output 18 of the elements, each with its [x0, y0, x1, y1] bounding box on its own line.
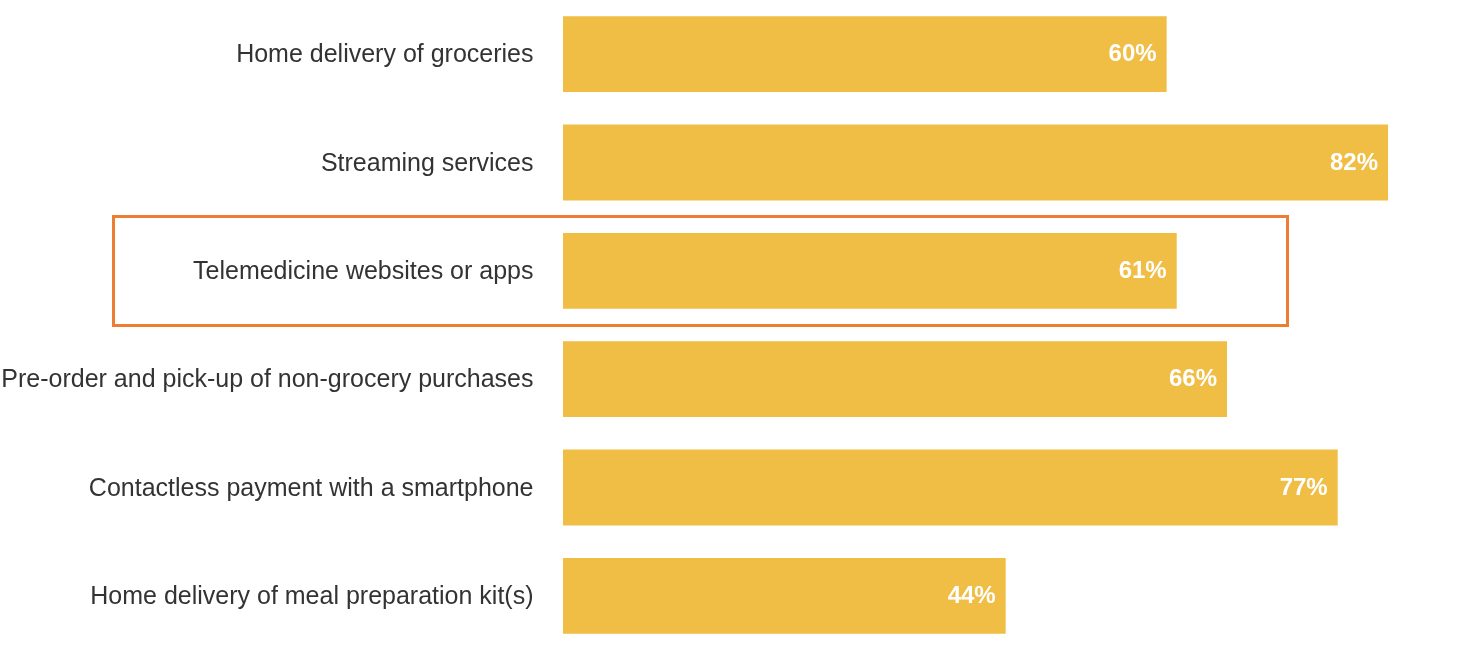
bar [563, 341, 1228, 418]
data-label: 77% [1279, 472, 1328, 500]
data-label: 61% [1118, 255, 1167, 283]
bar [563, 232, 1177, 309]
y-tick-label: Home delivery of meal preparation kit(s) [90, 580, 534, 609]
y-tick-label: Streaming services [320, 147, 534, 176]
bar [563, 124, 1388, 201]
bar [563, 449, 1338, 526]
bar [563, 16, 1167, 93]
data-label: 44% [947, 580, 996, 608]
data-label: 66% [1168, 364, 1218, 392]
y-tick-label: Pre-order and pick-up of non-grocery purchases [1, 364, 534, 393]
bar [563, 557, 1006, 634]
data-label: 82% [1329, 147, 1378, 175]
y-tick-label: Telemedicine websites or apps [193, 255, 534, 284]
data-label: 60% [1108, 39, 1157, 67]
y-tick-label: Home delivery of groceries [236, 39, 534, 68]
y-tick-label: Contactless payment with a smartphone [88, 472, 534, 501]
